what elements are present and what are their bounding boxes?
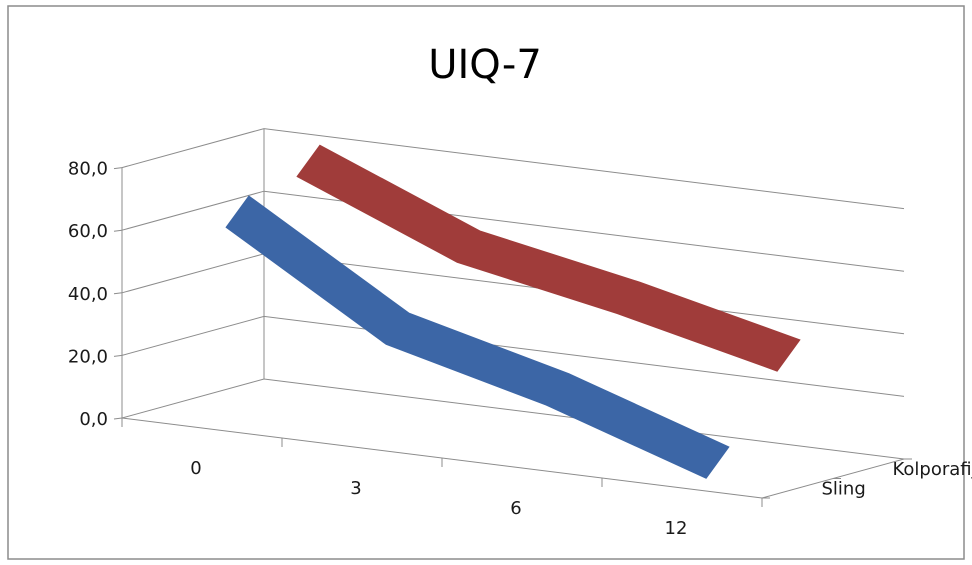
chart-frame xyxy=(7,5,965,560)
series-ribbon xyxy=(225,195,730,479)
y-tick-label: 80,0 xyxy=(68,159,108,180)
y-tick-label: 60,0 xyxy=(68,221,108,242)
y-tick-label: 20,0 xyxy=(68,346,108,367)
x-tick-label: 12 xyxy=(665,518,688,539)
x-tick-label: 0 xyxy=(190,458,201,479)
y-tick-mark xyxy=(113,292,123,295)
series-layer xyxy=(225,144,801,479)
x-tick-label: 3 xyxy=(350,478,361,499)
series-label: Sling xyxy=(822,478,866,499)
y-tick-mark xyxy=(113,417,123,420)
x-tick-label: 6 xyxy=(510,498,521,519)
chart-title: UIQ-7 xyxy=(428,42,542,88)
y-tick-mark xyxy=(113,167,123,170)
y-tick-label: 0,0 xyxy=(79,409,108,430)
series-label: Kolporafija xyxy=(893,459,972,480)
y-tick-label: 40,0 xyxy=(68,284,108,305)
label-layer: 0,0 20,0 40,0 60,0 80,0 0 3 6 12 Sling Kolporafija xyxy=(68,159,972,539)
y-tick-mark xyxy=(113,354,123,357)
series-ribbon xyxy=(296,144,801,372)
y-tick-mark xyxy=(113,229,123,232)
